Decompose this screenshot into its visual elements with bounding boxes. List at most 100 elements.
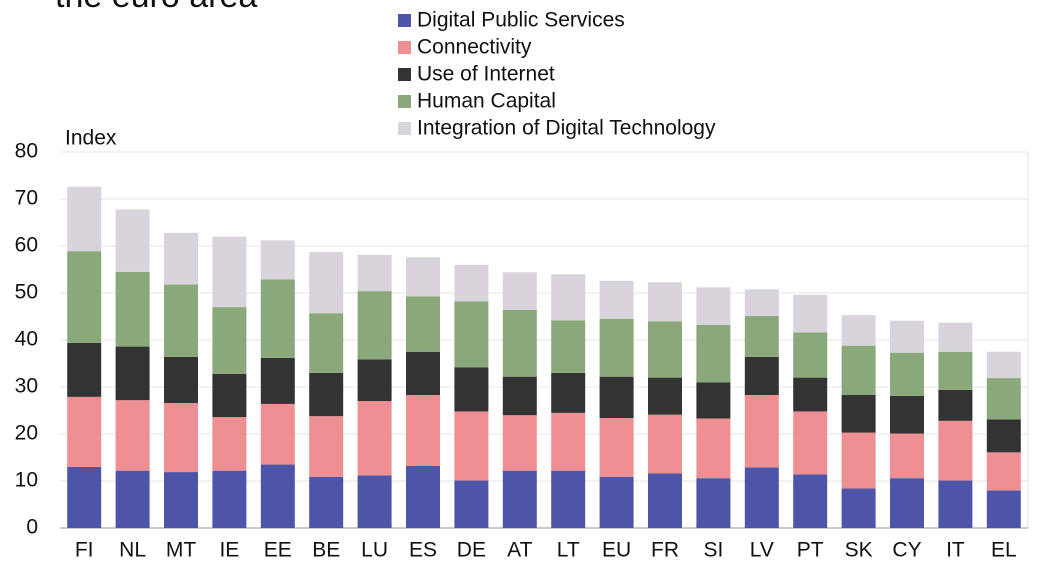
x-tick-label: ES	[409, 539, 437, 561]
x-tick-label: FI	[75, 539, 94, 561]
bar-segment	[841, 488, 876, 528]
bar-segment	[696, 382, 731, 419]
bar-segment	[938, 420, 973, 481]
x-tick-label: SK	[845, 539, 873, 561]
bar-segment	[551, 412, 586, 471]
legend-swatch	[398, 95, 411, 108]
bar-segment	[164, 284, 198, 357]
bar-segment	[309, 476, 344, 528]
bar-segment	[744, 394, 779, 468]
bar-segment	[744, 289, 779, 317]
bar-segment	[793, 332, 828, 378]
legend-label: Use of Internet	[417, 63, 555, 86]
bar-segment	[309, 372, 344, 417]
y-tick-label: 80	[15, 140, 38, 163]
bar-segment	[551, 320, 586, 373]
bar-segment	[309, 416, 344, 477]
bar-segment	[599, 280, 634, 319]
x-tick-label: LV	[750, 539, 774, 561]
x-tick-label: LT	[557, 539, 580, 561]
bar-segment	[164, 402, 198, 473]
bar-segment	[890, 395, 924, 434]
bar-segment	[454, 264, 489, 302]
bar-segment	[406, 465, 440, 528]
bar-segment	[260, 279, 295, 358]
x-tick-label: EL	[991, 539, 1017, 561]
chart-title: the euro area	[55, 0, 257, 15]
bar-segment	[793, 294, 828, 333]
bar-segment	[309, 313, 344, 373]
y-tick-label: 50	[15, 281, 38, 304]
bar-segment	[260, 240, 295, 280]
bar-segment	[260, 403, 295, 465]
y-tick-label: 10	[15, 469, 38, 492]
bar-segment	[454, 411, 489, 481]
bar-segment	[986, 452, 1021, 491]
x-tick-label: NL	[119, 539, 146, 561]
legend-label: Digital Public Services	[417, 9, 625, 32]
bar-segment	[551, 274, 586, 321]
legend-swatch	[398, 122, 411, 135]
bar-segment	[696, 287, 731, 325]
bar-segment	[599, 376, 634, 419]
x-tick-label: MT	[166, 539, 196, 561]
x-tick-label: EE	[264, 539, 292, 561]
bar-segment	[357, 291, 392, 360]
bar-segment	[890, 433, 924, 479]
bar-segment	[938, 480, 973, 528]
legend-swatch	[398, 68, 411, 81]
bar-segment	[67, 251, 102, 343]
bar-segment	[67, 396, 102, 467]
bar-segment	[406, 257, 440, 297]
bar-segment	[793, 411, 828, 475]
bar-segment	[744, 467, 779, 528]
bar-segment	[115, 400, 150, 471]
bar-segment	[986, 419, 1021, 453]
bar-segment	[67, 186, 102, 252]
bar-segment	[454, 367, 489, 412]
bar-segment	[841, 394, 876, 433]
bar-segment	[841, 432, 876, 489]
bar-segment	[502, 470, 537, 528]
x-tick-label: AT	[507, 539, 532, 561]
bar-segment	[115, 209, 150, 272]
bar-segment	[115, 346, 150, 401]
bar-segment	[841, 315, 876, 346]
bar-segment	[164, 232, 198, 285]
bar-segment	[115, 271, 150, 347]
y-tick-label: 70	[15, 187, 38, 210]
bar-segment	[696, 324, 731, 383]
bar-segment	[260, 357, 295, 404]
legend-label: Human Capital	[417, 90, 556, 113]
bar-segment	[986, 351, 1021, 379]
bar-segment	[502, 376, 537, 416]
x-tick-label: EU	[602, 539, 631, 561]
bar-segment	[212, 236, 247, 308]
bar-segment	[551, 372, 586, 413]
bar-segment	[212, 307, 247, 374]
bar-segment	[406, 296, 440, 352]
bar-segment	[309, 252, 344, 314]
bar-segment	[938, 389, 973, 421]
bar-segment	[406, 394, 440, 466]
bar-segment	[454, 480, 489, 528]
bar-segment	[744, 356, 779, 395]
legend-label: Integration of Digital Technology	[417, 117, 716, 140]
bar-segment	[986, 378, 1021, 420]
bar-segment	[164, 472, 198, 528]
bar-segment	[938, 322, 973, 352]
y-tick-label: 40	[15, 328, 38, 351]
bar-segment	[502, 309, 537, 377]
legend-swatch	[398, 14, 411, 27]
y-tick-label: 20	[15, 422, 38, 445]
bar-segment	[648, 377, 682, 415]
x-tick-label: PT	[797, 539, 824, 561]
bar-segment	[67, 342, 102, 397]
bar-segment	[599, 476, 634, 528]
bar-segment	[406, 351, 440, 395]
x-tick-label: LU	[361, 539, 388, 561]
legend-swatch	[398, 41, 411, 54]
bar-segment	[67, 466, 102, 528]
bar-segment	[793, 377, 828, 412]
